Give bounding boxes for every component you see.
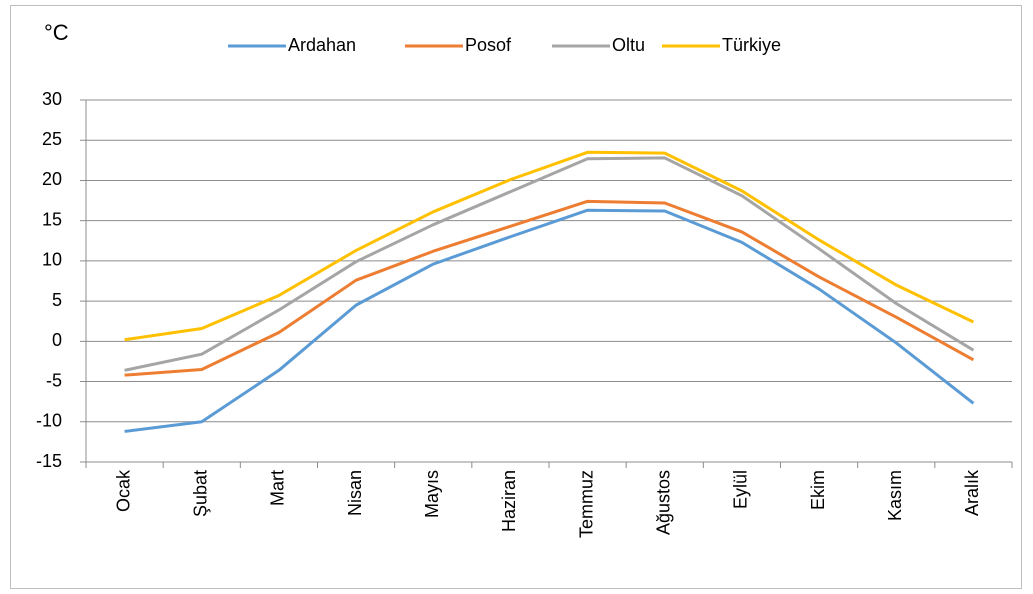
x-tick-label: Kasım — [885, 470, 905, 521]
y-tick-label: 5 — [52, 290, 62, 310]
legend-label: Ardahan — [288, 35, 356, 55]
y-tick-label: -5 — [46, 370, 62, 390]
y-tick-label: 15 — [42, 209, 62, 229]
legend-label: Oltu — [612, 35, 645, 55]
legend-label: Türkiye — [722, 35, 781, 55]
series-line — [124, 208, 975, 433]
series-line — [124, 156, 975, 372]
x-tick-label: Haziran — [499, 470, 519, 532]
y-tick-label: 30 — [42, 89, 62, 109]
x-tick-label: Temmuz — [576, 470, 596, 538]
y-tick-label: 20 — [42, 169, 62, 189]
x-tick-label: Ağustos — [654, 470, 674, 535]
y-tick-label: 10 — [42, 250, 62, 270]
y-tick-label: -10 — [36, 411, 62, 431]
chart-frame — [10, 5, 1022, 589]
x-tick-label: Nisan — [345, 470, 365, 516]
series-line — [124, 150, 975, 342]
series-line — [124, 199, 975, 377]
x-tick-label: Ocak — [113, 469, 133, 512]
x-tick-label: Ekim — [808, 470, 828, 510]
y-tick-label: 0 — [52, 330, 62, 350]
legend-label: Posof — [465, 35, 512, 55]
y-tick-label: 25 — [42, 129, 62, 149]
x-tick-label: Şubat — [191, 470, 211, 517]
x-tick-label: Eylül — [731, 470, 751, 509]
x-tick-label: Aralık — [962, 469, 982, 516]
y-unit: °C — [44, 20, 69, 45]
y-tick-label: -15 — [36, 451, 62, 471]
x-tick-label: Mart — [268, 470, 288, 506]
x-tick-label: Mayıs — [422, 470, 442, 518]
